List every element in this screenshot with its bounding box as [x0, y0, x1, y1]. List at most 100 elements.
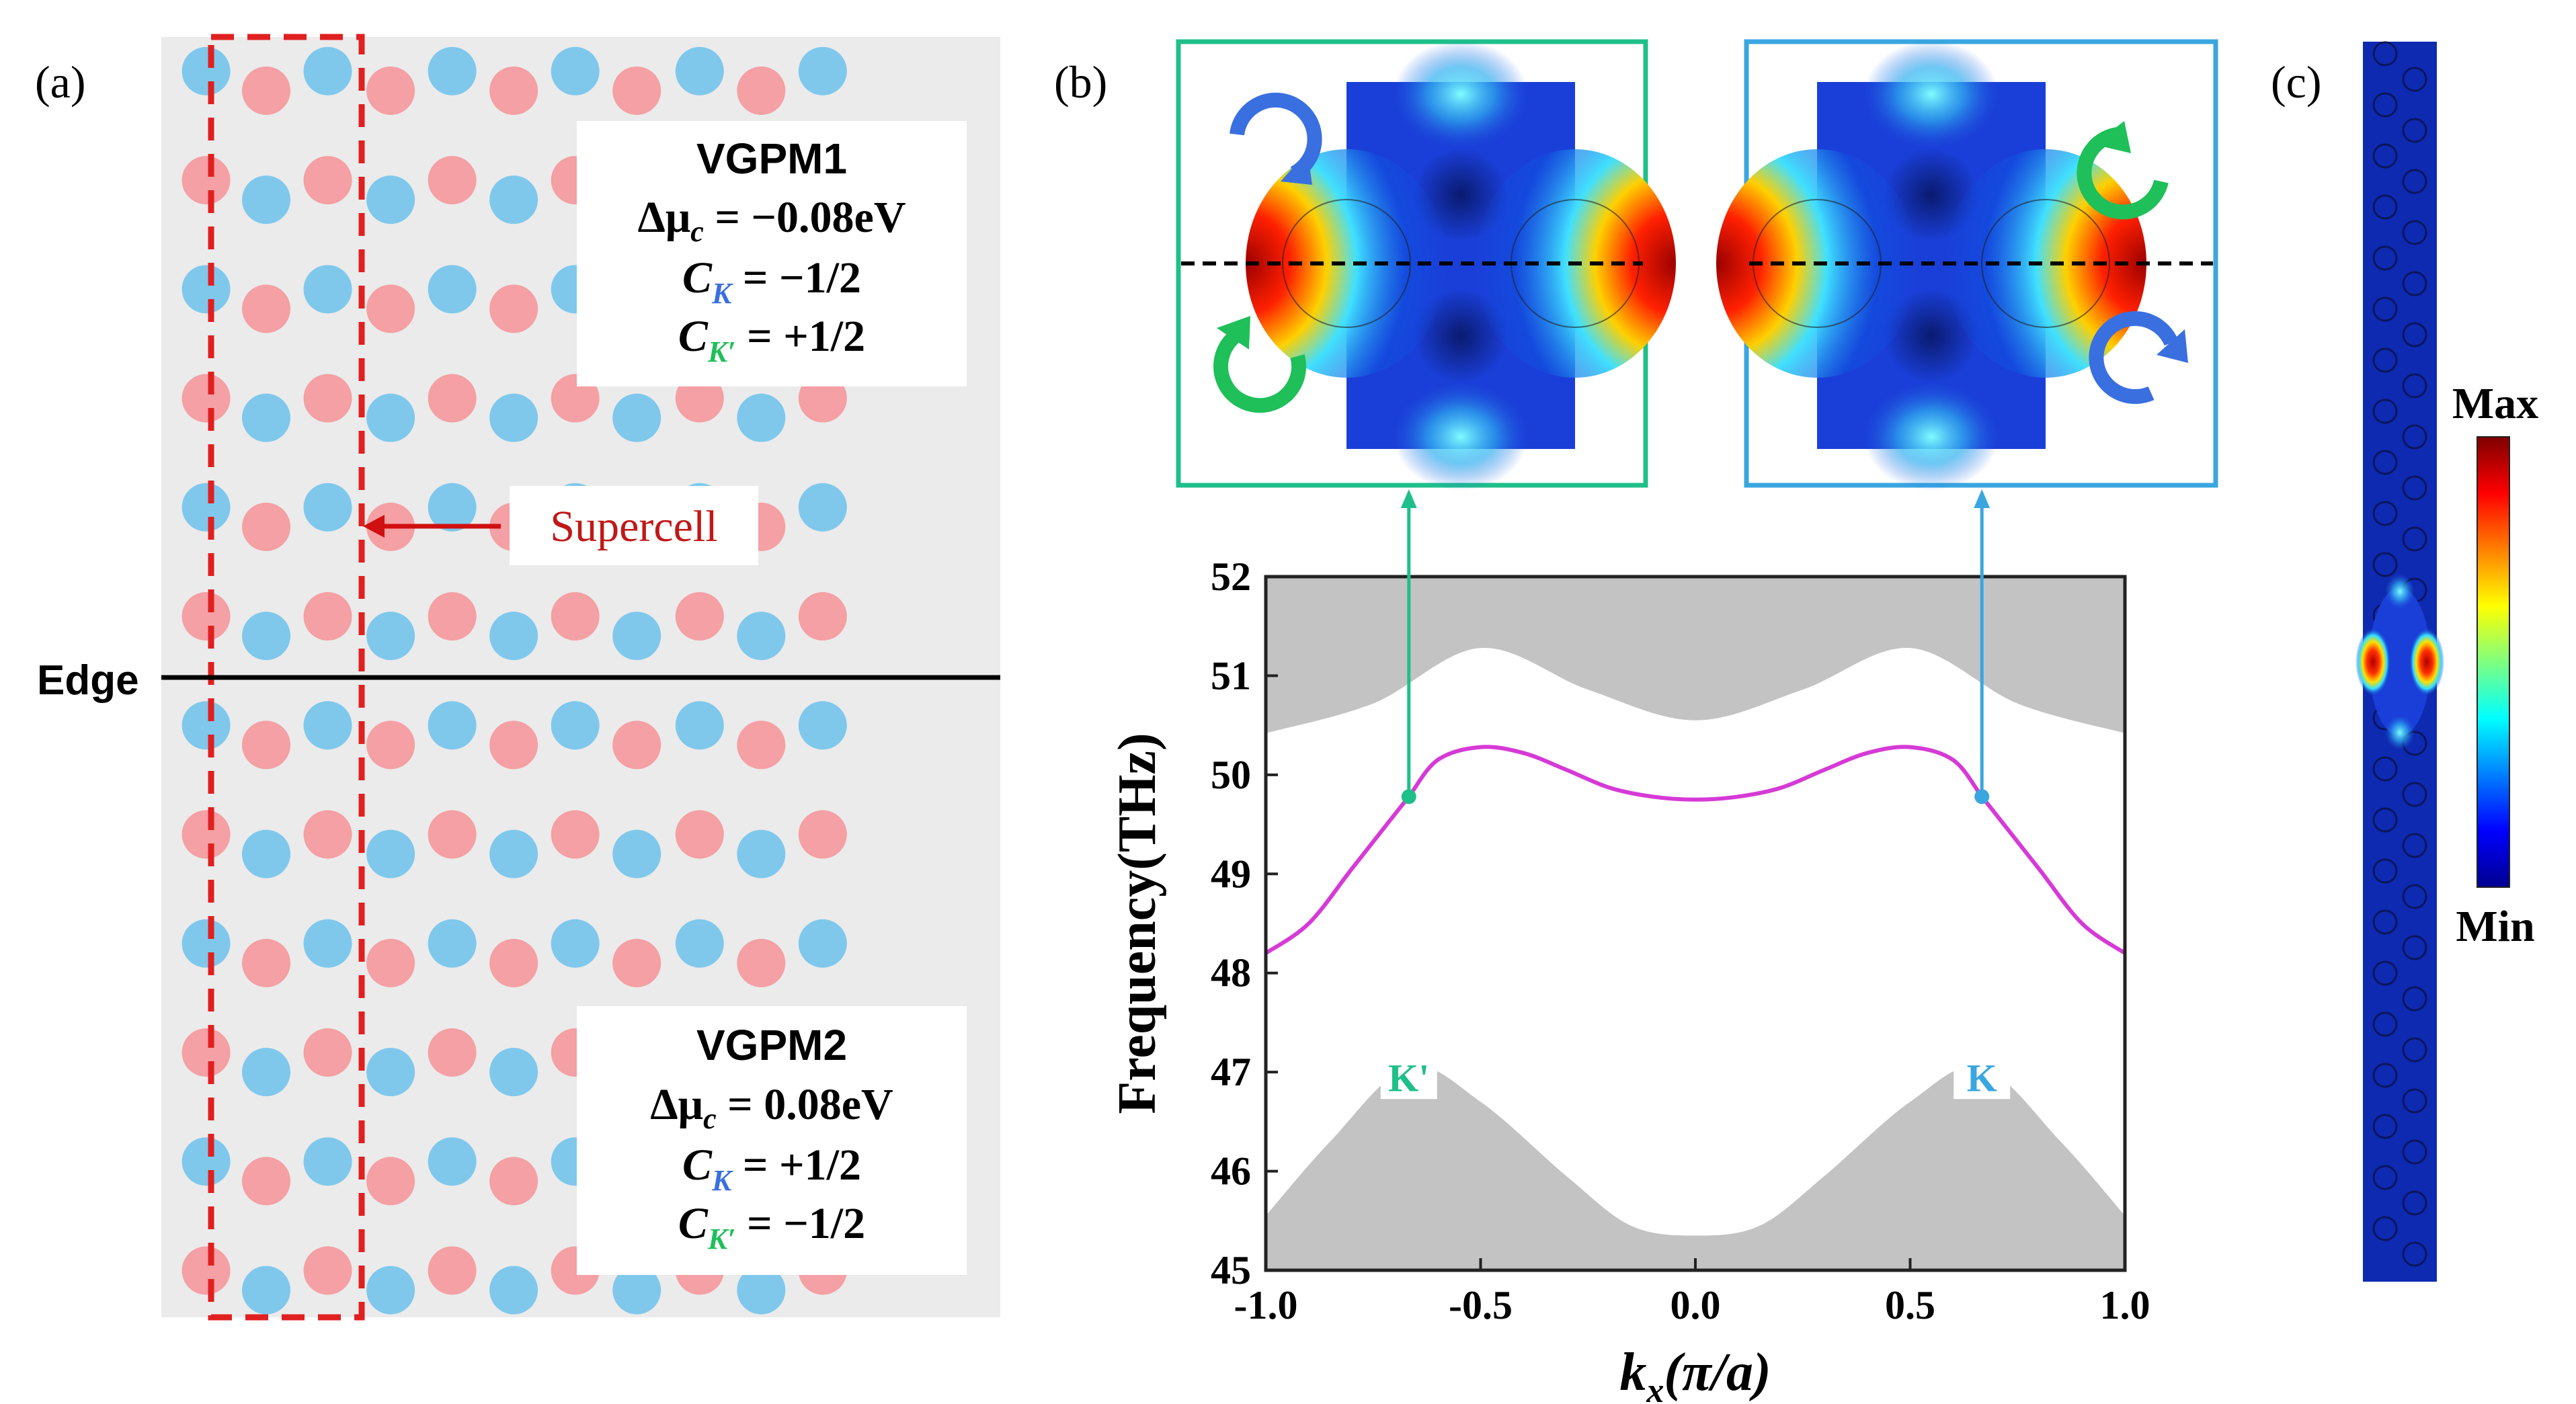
lattice-disk — [366, 66, 415, 115]
lattice-disk — [303, 483, 352, 532]
lattice-disk — [366, 284, 415, 333]
rod-outline — [2402, 220, 2427, 245]
lattice-disk — [737, 66, 786, 115]
lattice-disk — [182, 483, 231, 532]
valley-label-bg — [1954, 1055, 2011, 1100]
vgpm2-ck: CK = +1/2 — [682, 1141, 861, 1197]
y-tick-label: 51 — [1211, 653, 1251, 698]
lattice-disk — [489, 284, 538, 333]
lattice-disk — [428, 483, 477, 532]
lattice-disk — [737, 829, 786, 878]
lattice-disk — [428, 46, 477, 95]
rod-outline — [2372, 1063, 2398, 1088]
lattice-disk — [182, 46, 231, 95]
lattice-disk — [737, 1266, 786, 1315]
lattice-disk — [612, 1266, 661, 1315]
lattice-disk — [242, 938, 290, 987]
y-tick-label: 47 — [1211, 1050, 1251, 1094]
valley-label-bg — [1380, 1055, 1437, 1100]
rod-outline — [2372, 347, 2398, 373]
lattice-disk — [737, 393, 786, 442]
lattice-disk — [303, 919, 352, 968]
lattice-disk — [428, 919, 477, 968]
x-tick-label: 0.0 — [1671, 1283, 1721, 1327]
lattice-disk — [366, 829, 415, 878]
upper-bulk-band — [1266, 577, 2125, 733]
lattice-disk — [366, 612, 415, 661]
rod-outline — [2372, 756, 2398, 782]
supercell-field-map — [2356, 41, 2444, 1282]
rod-outline — [2372, 245, 2398, 271]
lattice-disk — [303, 374, 352, 423]
y-ticks: 45 46 47 48 49 50 51 52 — [1211, 554, 1278, 1292]
y-tick-label: 45 — [1211, 1248, 1251, 1292]
rod-outline — [2402, 935, 2427, 960]
rod-outline — [2402, 884, 2427, 909]
lattice-disk — [612, 66, 661, 115]
rod-outline — [2372, 858, 2398, 884]
rod-outline — [2402, 271, 2427, 296]
lattice-disk — [303, 592, 352, 641]
lattice-disk — [428, 156, 477, 205]
lattice-disk — [489, 393, 538, 442]
rod-outline — [2402, 1190, 2427, 1216]
lattice-disk — [489, 1048, 538, 1097]
rod-outline — [2402, 169, 2427, 194]
rod-outline — [2372, 807, 2398, 833]
lattice-disk — [242, 1157, 290, 1206]
rod-outline — [2402, 526, 2427, 552]
x-ticks: -1.0 -0.5 0.0 0.5 1.0 — [1234, 1258, 2150, 1327]
lattice-disk — [428, 265, 477, 314]
lattice-disk — [182, 265, 231, 314]
x-tick-label: -0.5 — [1449, 1283, 1513, 1327]
supercell-label: Supercell — [550, 502, 717, 551]
lattice-disk — [798, 483, 847, 532]
field-inset-k-prime — [1176, 39, 1676, 491]
lattice-disk — [551, 592, 600, 641]
valley-label: K' — [1388, 1056, 1429, 1100]
rod-outline — [2372, 194, 2398, 220]
band-diagram: -1.0 -0.5 0.0 0.5 1.0 45 46 47 48 49 50 51 52 K' K F… — [1108, 489, 2150, 1404]
x-axis-label: kx(π/a) — [1619, 1343, 1771, 1404]
rod-outline — [2372, 1011, 2398, 1037]
rod-outline — [2402, 373, 2427, 399]
rod-outline — [2372, 92, 2398, 118]
lattice-disk — [303, 810, 352, 859]
valley-label: K — [1967, 1056, 1997, 1100]
rod-outline — [2372, 909, 2398, 935]
lattice-disk — [612, 829, 661, 878]
lattice-disk — [798, 46, 847, 95]
lattice-disk — [182, 810, 231, 859]
y-tick-label: 52 — [1211, 554, 1251, 599]
rod-outline — [2402, 1241, 2427, 1267]
rod-outline — [2402, 475, 2427, 501]
vgpm1-mu: Δμc = −0.08eV — [637, 193, 905, 248]
lattice-disk — [489, 66, 538, 115]
rod-outline — [2372, 1114, 2398, 1139]
vgpm2-ckp: CK′ = −1/2 — [678, 1199, 865, 1255]
lattice-disk — [675, 919, 724, 968]
rod-outline — [2402, 424, 2427, 450]
lattice-disk — [182, 156, 231, 205]
lattice-disk — [489, 938, 538, 987]
lattice-disk — [303, 1246, 352, 1295]
y-tick-label: 50 — [1211, 753, 1251, 797]
rotation-arrow-counterclockwise-icon — [1213, 316, 1306, 413]
lattice-disk — [489, 720, 538, 770]
colorbar: Max Min — [2452, 379, 2538, 951]
lattice-disk — [242, 720, 290, 770]
lattice-disk — [242, 502, 290, 551]
lattice-disk — [612, 938, 661, 987]
lattice-disk — [242, 1048, 290, 1097]
lattice-disk — [366, 393, 415, 442]
lattice-disk — [489, 1157, 538, 1206]
colorbar-min-label: Min — [2456, 902, 2534, 951]
lattice-disk — [798, 919, 847, 968]
rotation-arrow-clockwise-icon — [1230, 92, 1322, 185]
rod-outline — [2402, 118, 2427, 143]
x-tick-label: -1.0 — [1234, 1283, 1298, 1327]
lattice-disk — [428, 592, 477, 641]
lattice-disk — [303, 46, 352, 95]
lattice-disk — [551, 810, 600, 859]
